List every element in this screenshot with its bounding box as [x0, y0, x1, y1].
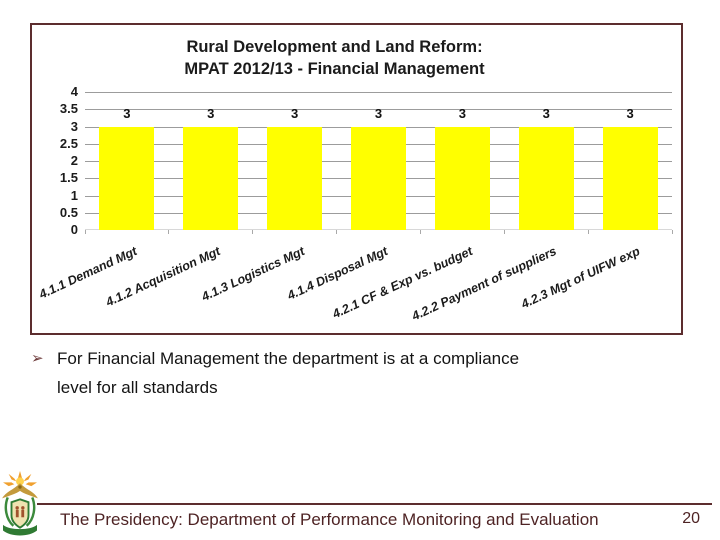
- chart-title: Rural Development and Land Reform: MPAT …: [32, 36, 637, 80]
- shield-icon: [10, 498, 30, 529]
- bar-data-label: 3: [458, 105, 466, 121]
- footer-text: The Presidency: Department of Performanc…: [60, 510, 599, 529]
- x-axis-category-label: 4.2.1 CF & Exp vs. budget: [329, 244, 475, 322]
- y-axis-tick-label: 3.5: [59, 101, 78, 117]
- bar: [602, 126, 658, 230]
- bar: [434, 126, 490, 230]
- bar-data-label: 3: [291, 105, 299, 121]
- bar: [351, 126, 406, 230]
- coat-of-arms-logo: [2, 471, 38, 536]
- y-axis-tick-label: 3: [70, 118, 78, 134]
- ribbon-icon: [3, 524, 37, 536]
- bullet-text: For Financial Management the department …: [57, 344, 519, 402]
- bird-icon: [2, 483, 38, 499]
- chart-title-line2: MPAT 2012/13 - Financial Management: [184, 60, 485, 78]
- gridline: [85, 109, 672, 111]
- y-axis-tick-label: 2.5: [59, 135, 78, 151]
- bullet-text-line1: For Financial Management the department …: [57, 349, 520, 368]
- y-axis-tick-label: 2: [70, 153, 78, 168]
- x-axis-tick: [84, 230, 86, 234]
- x-axis-category-label: 4.2.2 Payment of suppliers: [409, 244, 559, 324]
- bar: [183, 126, 239, 230]
- chart-title-line1: Rural Development and Land Reform:: [186, 38, 483, 56]
- x-axis-tick: [336, 230, 338, 234]
- bar: [518, 126, 574, 230]
- bar: [267, 126, 323, 230]
- y-axis-tick-label: 4: [70, 84, 78, 99]
- x-axis-tick: [503, 230, 505, 234]
- bar-data-label: 3: [626, 105, 634, 121]
- footer-divider: [37, 503, 712, 505]
- x-axis-tick: [168, 230, 170, 234]
- bullet-text-line2: level for all standards: [57, 378, 218, 397]
- bar-data-label: 3: [374, 105, 383, 121]
- bar-data-label: 3: [123, 105, 131, 121]
- bullet-item: ➢ For Financial Management the departmen…: [31, 344, 691, 402]
- gridline: [85, 92, 672, 93]
- y-axis-tick-label: 1.5: [59, 170, 78, 186]
- y-axis-tick-label: 0.5: [59, 204, 78, 220]
- chart-plot-area: 3 4.1.1 Demand Mgt 3 4.1.2 Acquisition Mgt 3…: [37, 92, 673, 323]
- y-axis-tick-label: 1: [70, 187, 78, 203]
- x-axis-tick: [671, 230, 673, 234]
- bullet-arrow-icon: ➢: [31, 350, 44, 367]
- y-axis-tick-label: 0: [70, 222, 78, 237]
- x-axis-tick: [587, 230, 589, 234]
- bar-data-label: 3: [207, 105, 215, 121]
- page-number: 20: [682, 510, 700, 527]
- bar: [99, 126, 155, 230]
- x-axis-tick: [252, 230, 254, 234]
- chart-frame: Rural Development and Land Reform: MPAT …: [30, 23, 683, 335]
- bar-data-label: 3: [542, 105, 550, 121]
- x-axis-tick: [419, 230, 421, 234]
